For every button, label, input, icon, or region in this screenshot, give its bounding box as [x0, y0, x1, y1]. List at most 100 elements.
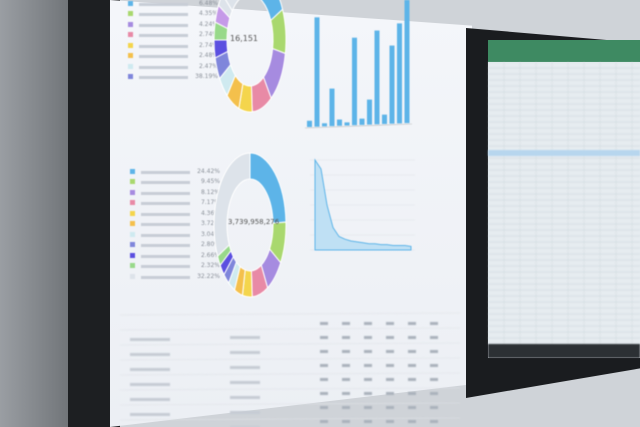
legend-label [139, 11, 188, 17]
legend-swatch [128, 21, 133, 27]
legend-percentage: 38.19% [195, 73, 218, 81]
bar [382, 114, 387, 124]
legend-item: 7.17% [130, 198, 220, 209]
legend-percentage: 8.12% [200, 188, 220, 196]
legend-item: 24.42% [130, 166, 220, 177]
legend-swatch [128, 0, 133, 6]
legend-swatch [130, 263, 135, 269]
legend-swatch [130, 210, 135, 216]
legend-item: 32.22% [130, 271, 220, 282]
legend-label [139, 43, 188, 48]
legend-swatch [130, 168, 135, 174]
legend-percentage: 2.80% [200, 241, 220, 249]
legend-label [141, 221, 190, 227]
bar [389, 45, 395, 124]
bar [397, 23, 402, 124]
bar-chart [304, 0, 413, 129]
legend-item: 3.04% [130, 229, 220, 240]
bar [314, 17, 320, 127]
legend-item: 3.72% [130, 219, 220, 230]
legend-label [139, 64, 188, 69]
bar [329, 88, 335, 127]
legend-percentage: 2.47% [198, 62, 218, 70]
legend-label [141, 190, 190, 195]
legend-item: 2.47% [128, 61, 218, 72]
legend-item: 4.35% [128, 9, 218, 20]
bar [322, 123, 327, 127]
legend-swatch [130, 179, 135, 185]
legend-label [139, 1, 188, 6]
legend-item: 2.66% [130, 250, 220, 261]
bar [404, 0, 410, 124]
legend-item: 2.48% [128, 51, 218, 62]
legend-label [141, 179, 190, 185]
donut-slice [213, 152, 251, 258]
legend-item: 4.36% [130, 208, 220, 219]
legend-label [141, 263, 190, 269]
legend-item: 2.80% [130, 240, 220, 251]
bar [337, 119, 342, 126]
legend-swatch [128, 63, 133, 69]
legend-percentage: 9.45% [200, 178, 220, 186]
legend-label [141, 211, 190, 216]
bottom-legend: 24.42% 9.45% 8.12% 7.17% 4.36% 3.72% 3.0… [130, 166, 220, 282]
data-table [120, 312, 460, 427]
legend-item: 4.24% [128, 19, 218, 30]
legend-label [141, 242, 190, 248]
legend-swatch [128, 11, 133, 17]
legend-item: 2.74% [128, 30, 218, 41]
legend-label [139, 22, 188, 27]
legend-label [141, 274, 190, 279]
left-monitor [0, 0, 72, 427]
bar [352, 37, 357, 126]
legend-label [141, 200, 190, 206]
bar [374, 30, 380, 125]
legend-percentage: 2.48% [198, 52, 218, 60]
legend-item: 2.74% [128, 40, 218, 51]
area-chart [310, 158, 415, 251]
donut-slice [249, 152, 287, 224]
bar [307, 120, 312, 127]
legend-swatch [130, 231, 135, 237]
legend-percentage: 2.74% [198, 41, 218, 49]
legend-swatch [130, 242, 135, 248]
legend-percentage: 4.24% [198, 20, 218, 28]
bar [359, 118, 365, 125]
legend-swatch [130, 221, 135, 227]
legend-percentage: 32.22% [197, 272, 220, 280]
legend-percentage: 24.42% [197, 167, 220, 175]
legend-swatch [128, 32, 133, 38]
legend-item: 6.48% [128, 0, 218, 9]
legend-item: 38.19% [128, 72, 218, 83]
legend-label [139, 32, 188, 38]
legend-percentage: 4.36% [200, 209, 220, 217]
legend-percentage: 3.04% [200, 230, 220, 238]
legend-percentage: 2.74% [198, 31, 218, 39]
legend-swatch [128, 74, 133, 80]
legend-percentage: 6.48% [198, 0, 218, 7]
legend-label [141, 169, 190, 174]
legend-label [139, 53, 188, 59]
bar [367, 99, 372, 125]
legend-label [141, 253, 190, 258]
legend-item: 9.45% [130, 177, 220, 188]
legend-percentage: 2.66% [200, 251, 220, 259]
bar [344, 122, 350, 126]
legend-percentage: 4.35% [198, 10, 218, 18]
legend-label [141, 232, 190, 237]
legend-label [139, 74, 188, 80]
legend-percentage: 2.32% [200, 262, 220, 270]
area-series [314, 158, 412, 251]
top-donut-center-value: 16,151 [230, 34, 258, 43]
bottom-donut-chart [213, 152, 287, 298]
top-donut-chart [213, 0, 287, 113]
top-legend: 6.48% 4.35% 4.24% 2.74% 2.74% 2.48% 2.47… [128, 0, 218, 82]
legend-swatch [130, 189, 135, 195]
donut-slice [225, 0, 240, 12]
bottom-donut-center-value: 3,739,958,276 [228, 218, 280, 226]
legend-item: 2.32% [130, 261, 220, 272]
legend-percentage: 7.17% [200, 199, 220, 207]
legend-item: 8.12% [130, 187, 220, 198]
legend-swatch [128, 42, 133, 48]
spreadsheet-grid [488, 62, 640, 358]
